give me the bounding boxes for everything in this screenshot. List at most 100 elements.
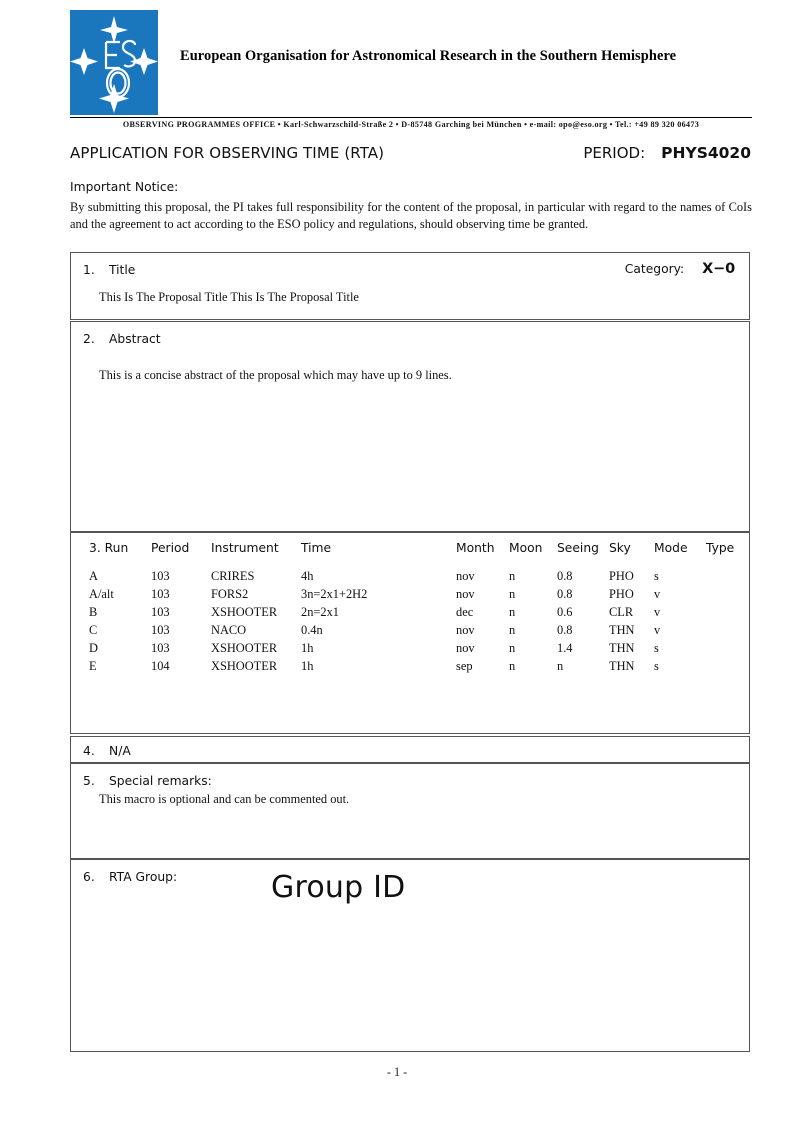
cell-time: 2n=2x1 (301, 605, 339, 619)
cell-seeing: n (557, 659, 564, 673)
category-label: Category: (624, 262, 685, 276)
cell-instrument: XSHOOTER (211, 605, 278, 619)
col-sky: Sky (609, 541, 631, 555)
cell-run: B (89, 605, 98, 619)
cell-mode: s (654, 569, 659, 583)
section-title-box: 1. Title Category: X−0 This Is The Proposa… (70, 252, 750, 320)
cell-run: D (89, 641, 98, 655)
cell-month: dec (456, 605, 474, 619)
cell-mode: s (654, 659, 659, 673)
cell-time: 0.4n (301, 623, 323, 637)
office-address-line: OBSERVING PROGRAMMES OFFICE • Karl-Schwa… (122, 120, 700, 129)
table-row: D 103 XSHOOTER 1h nov n 1.4 THN s (71, 641, 749, 659)
period-block: PERIOD: PHYS4020 (583, 144, 751, 162)
cell-run: A (89, 569, 98, 583)
table-row: B 103 XSHOOTER 2n=2x1 dec n 0.6 CLR v (71, 605, 749, 623)
runs-table: 3. Run Period Instrument Time Month Moon… (71, 533, 749, 677)
section-number: 6. (83, 870, 95, 884)
cell-mode: v (654, 605, 661, 619)
cell-instrument: FORS2 (211, 587, 249, 601)
organisation-name: European Organisation for Astronomical R… (180, 48, 677, 64)
col-instrument: Instrument (211, 541, 279, 555)
cell-month: sep (456, 659, 473, 673)
cell-month: nov (456, 587, 475, 601)
cell-time: 1h (301, 659, 314, 673)
cell-seeing: 0.8 (557, 587, 573, 601)
section-label: Abstract (109, 332, 161, 346)
section-label: Title (109, 263, 136, 277)
section-runs-box: 3. Run Period Instrument Time Month Moon… (70, 532, 750, 734)
cell-period: 104 (151, 659, 170, 673)
section-number: 5. (83, 774, 95, 788)
document-header: European Organisation for Astronomical R… (70, 10, 750, 118)
section-rta-group-box: 6. RTA Group: Group ID (70, 859, 750, 1052)
cell-sky: CLR (609, 605, 634, 619)
category-value: X−0 (702, 261, 735, 277)
cell-run: A/alt (89, 587, 114, 601)
section-abstract-box: 2. Abstract This is a concise abstract of… (70, 321, 750, 532)
cell-moon: n (509, 623, 516, 637)
cell-seeing: 0.8 (557, 569, 573, 583)
rta-group-id-value: Group ID (271, 870, 406, 905)
cell-type (706, 623, 749, 641)
cell-sky: THN (609, 641, 635, 655)
section-number: 2. (83, 332, 95, 346)
eso-logo (70, 10, 158, 115)
cell-run: C (89, 623, 98, 637)
table-row: A/alt 103 FORS2 3n=2x1+2H2 nov n 0.8 PHO v (71, 587, 749, 605)
period-label: PERIOD: (583, 144, 646, 162)
page-title: APPLICATION FOR OBSERVING TIME (RTA) (70, 144, 385, 162)
col-period: Period (151, 541, 190, 555)
col-label-run: Run (104, 541, 129, 555)
cell-moon: n (509, 605, 516, 619)
cell-run: E (89, 659, 97, 673)
cell-month: nov (456, 623, 475, 637)
cell-sky: PHO (609, 569, 634, 583)
cell-moon: n (509, 587, 516, 601)
proposal-title-value: This Is The Proposal Title This Is The P… (99, 290, 359, 304)
cell-period: 103 (151, 605, 170, 619)
section-na-header: 4. N/A (71, 737, 749, 760)
section-label: Special remarks: (109, 774, 212, 788)
page-number: - 1 - (386, 1065, 408, 1079)
important-notice-heading: Important Notice: (70, 180, 179, 194)
col-mode: Mode (654, 541, 688, 555)
col-moon: Moon (509, 541, 543, 555)
table-row: E 104 XSHOOTER 1h sep n n THN s (71, 659, 749, 677)
cell-period: 103 (151, 587, 170, 601)
cell-mode: s (654, 641, 659, 655)
cell-type (706, 569, 749, 587)
header-divider (70, 117, 752, 118)
cell-period: 103 (151, 623, 170, 637)
cell-seeing: 0.6 (557, 605, 573, 619)
section-rta-header: 6. RTA Group: (83, 868, 177, 886)
cell-moon: n (509, 659, 516, 673)
section-label: N/A (109, 744, 131, 758)
cell-instrument: CRIRES (211, 569, 255, 583)
col-seeing: Seeing (557, 541, 599, 555)
cell-sky: THN (609, 659, 635, 673)
cell-instrument: XSHOOTER (211, 659, 278, 673)
remarks-value: This macro is optional and can be commen… (99, 792, 350, 806)
section-remarks-box: 5. Special remarks: This macro is optiona… (70, 763, 750, 859)
cell-type (706, 605, 749, 623)
cell-moon: n (509, 569, 516, 583)
col-type: Type (706, 541, 735, 555)
category-block: Category: X−0 (625, 261, 735, 277)
cell-period: 103 (151, 569, 170, 583)
cell-type (706, 659, 749, 677)
cell-seeing: 0.8 (557, 623, 573, 637)
section-abstract-header: 2. Abstract (71, 322, 749, 348)
cell-sky: THN (609, 623, 635, 637)
cell-time: 1h (301, 641, 314, 655)
section-title-header: 1. Title (71, 253, 749, 279)
cell-moon: n (509, 641, 516, 655)
cell-type (706, 641, 749, 659)
runs-table-header-row: 3. Run Period Instrument Time Month Moon… (71, 533, 749, 569)
cell-time: 4h (301, 569, 314, 583)
runs-table-body: A 103 CRIRES 4h nov n 0.8 PHO s A/alt 103 FORS2 3n=2… (71, 569, 749, 677)
cell-instrument: NACO (211, 623, 247, 637)
section-number: 3. (89, 541, 101, 555)
cell-instrument: XSHOOTER (211, 641, 278, 655)
